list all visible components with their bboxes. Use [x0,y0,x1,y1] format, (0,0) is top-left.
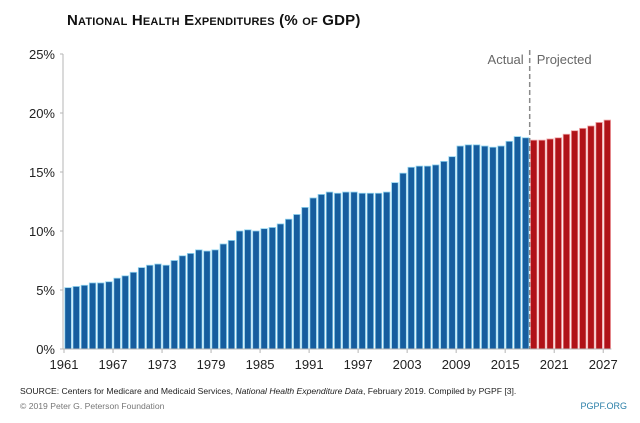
actual-label: Actual [488,52,524,67]
site-link[interactable]: PGPF.ORG [580,401,627,411]
x-tick-label: 1985 [246,357,275,372]
bar-actual-2015 [505,140,513,350]
bar-actual-1970 [137,267,146,350]
y-tick-label: 0% [36,342,55,357]
x-tick-label: 1979 [197,357,226,372]
bar-projected-2021 [554,137,562,350]
bar-actual-1967 [113,277,121,350]
bar-actual-2005 [423,165,432,350]
bar-actual-2000 [383,191,391,350]
bar-actual-1986 [268,227,277,350]
bar-actual-1976 [186,253,195,350]
bar-projected-2024 [579,127,587,350]
bar-projected-2018 [530,139,538,350]
bar-actual-1991 [309,197,317,350]
bar-actual-1985 [260,228,268,350]
bar-actual-2014 [497,145,505,350]
bar-actual-1963 [80,284,89,350]
bar-actual-1968 [121,275,129,350]
bar-actual-1980 [219,243,227,350]
source-note: SOURCE: Centers for Medicare and Medicai… [20,386,516,396]
x-tick-label: 1961 [50,357,79,372]
bar-actual-1983 [244,229,252,350]
bar-actual-1999 [374,192,383,350]
bar-actual-2011 [472,144,481,350]
bar-actual-1971 [146,264,154,350]
x-tick-label: 1973 [148,357,177,372]
bar-actual-2007 [440,160,448,350]
bar-actual-1975 [178,255,187,350]
bar-actual-1981 [227,240,236,350]
projected-label: Projected [537,52,592,67]
bar-projected-2019 [538,139,546,350]
bar-actual-1992 [317,194,326,350]
bar-actual-2012 [481,145,489,350]
bar-actual-1966 [105,281,113,350]
bar-actual-1989 [293,214,301,350]
bar-projected-2026 [595,122,603,350]
bar-actual-1974 [170,260,178,350]
bar-actual-2010 [464,144,473,350]
bar-projected-2020 [546,138,554,350]
bar-actual-1984 [252,230,260,350]
source-prefix: SOURCE: Centers for Medicare and Medicai… [20,386,236,396]
bar-actual-2001 [391,182,399,350]
x-tick-label: 2021 [540,357,569,372]
bar-actual-1979 [211,249,219,350]
bar-actual-2017 [521,137,530,350]
bar-projected-2027 [603,119,611,350]
bar-actual-1996 [350,191,358,350]
x-tick-label: 1997 [344,357,373,372]
bar-actual-2016 [513,136,522,350]
bar-actual-1973 [162,264,170,350]
x-axis: 1961 1967 1973 1979 1985 1991 1997 2003 2009 2015… [50,348,618,372]
x-tick-label: 1991 [295,357,324,372]
bar-actual-2008 [448,156,456,350]
bar-actual-1965 [97,282,105,350]
y-tick-label: 5% [36,283,55,298]
x-tick-label: 2027 [589,357,618,372]
source-suffix: , February 2019. Compiled by PGPF [3]. [362,386,517,396]
bar-actual-2002 [399,172,407,350]
bars [64,119,611,350]
bar-actual-1998 [366,192,375,350]
bar-actual-1962 [72,286,80,350]
bar-actual-1994 [334,192,342,350]
bar-actual-2004 [415,165,424,350]
copyright: © 2019 Peter G. Peterson Foundation [20,401,165,411]
bar-actual-1988 [284,218,293,350]
bar-actual-2006 [432,164,440,350]
y-axis: 0% 5% 10% 15% 20% 25% [29,47,64,357]
bar-projected-2023 [570,130,579,350]
bar-actual-1990 [301,206,309,350]
bar-actual-1987 [276,223,285,350]
bar-actual-1997 [358,192,366,350]
bar-actual-1978 [203,250,211,350]
bar-actual-2003 [407,166,415,350]
chart-title: National Health Expenditures (% of GDP) [67,12,361,29]
bar-actual-1993 [325,191,334,350]
bar-actual-2009 [456,145,464,350]
bar-actual-2013 [489,146,497,350]
x-tick-label: 2015 [491,357,520,372]
bar-actual-1977 [195,249,203,350]
source-title: National Health Expenditure Data [235,386,363,396]
y-tick-label: 10% [29,224,55,239]
bar-actual-1969 [129,271,138,350]
x-tick-label: 2009 [442,357,471,372]
bar-projected-2025 [587,125,595,350]
bar-actual-1972 [154,263,162,350]
y-tick-label: 20% [29,106,55,121]
x-tick-label: 1967 [99,357,128,372]
y-tick-label: 25% [29,47,55,62]
bar-actual-1982 [235,230,244,350]
actual-projected-divider: Actual Projected [488,50,592,349]
bar-actual-1964 [88,282,97,350]
bar-projected-2022 [562,133,571,350]
x-tick-label: 2003 [393,357,422,372]
y-tick-label: 15% [29,165,55,180]
bar-actual-1961 [64,287,72,350]
bar-actual-1995 [342,191,350,350]
